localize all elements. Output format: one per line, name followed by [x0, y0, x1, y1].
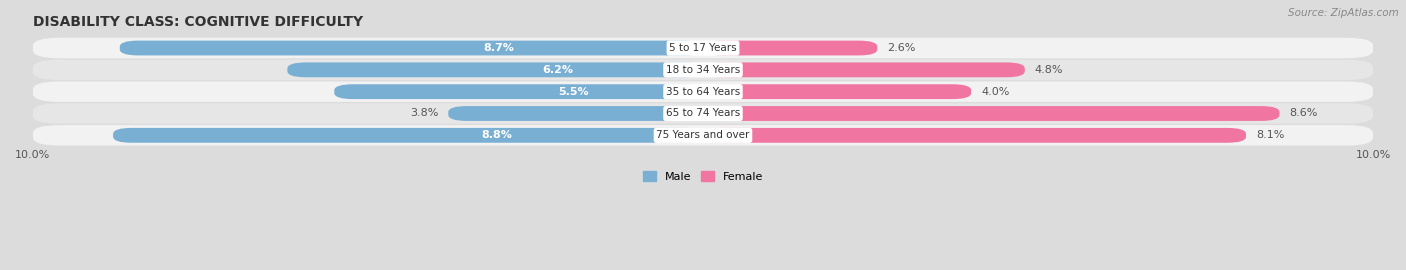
Legend: Male, Female: Male, Female — [638, 167, 768, 187]
FancyBboxPatch shape — [335, 84, 703, 99]
Text: 8.6%: 8.6% — [1289, 109, 1317, 119]
FancyBboxPatch shape — [703, 106, 1279, 121]
FancyBboxPatch shape — [703, 40, 877, 55]
Text: 5.5%: 5.5% — [558, 87, 589, 97]
FancyBboxPatch shape — [32, 38, 1374, 58]
FancyBboxPatch shape — [32, 60, 1374, 80]
Text: 18 to 34 Years: 18 to 34 Years — [666, 65, 740, 75]
FancyBboxPatch shape — [32, 125, 1374, 146]
Text: 4.8%: 4.8% — [1035, 65, 1063, 75]
Text: 2.6%: 2.6% — [887, 43, 915, 53]
FancyBboxPatch shape — [287, 62, 703, 77]
Text: 8.1%: 8.1% — [1256, 130, 1285, 140]
FancyBboxPatch shape — [703, 84, 972, 99]
FancyBboxPatch shape — [449, 106, 703, 121]
Text: 8.8%: 8.8% — [481, 130, 512, 140]
Text: 8.7%: 8.7% — [484, 43, 515, 53]
Text: 3.8%: 3.8% — [409, 109, 439, 119]
Text: 4.0%: 4.0% — [981, 87, 1010, 97]
Text: 65 to 74 Years: 65 to 74 Years — [666, 109, 740, 119]
Text: 5 to 17 Years: 5 to 17 Years — [669, 43, 737, 53]
Text: 6.2%: 6.2% — [543, 65, 574, 75]
FancyBboxPatch shape — [703, 62, 1025, 77]
Text: DISABILITY CLASS: COGNITIVE DIFFICULTY: DISABILITY CLASS: COGNITIVE DIFFICULTY — [32, 15, 363, 29]
FancyBboxPatch shape — [112, 128, 703, 143]
Text: 35 to 64 Years: 35 to 64 Years — [666, 87, 740, 97]
FancyBboxPatch shape — [32, 82, 1374, 102]
FancyBboxPatch shape — [703, 128, 1246, 143]
Text: Source: ZipAtlas.com: Source: ZipAtlas.com — [1288, 8, 1399, 18]
FancyBboxPatch shape — [32, 103, 1374, 124]
FancyBboxPatch shape — [120, 40, 703, 55]
Text: 75 Years and over: 75 Years and over — [657, 130, 749, 140]
